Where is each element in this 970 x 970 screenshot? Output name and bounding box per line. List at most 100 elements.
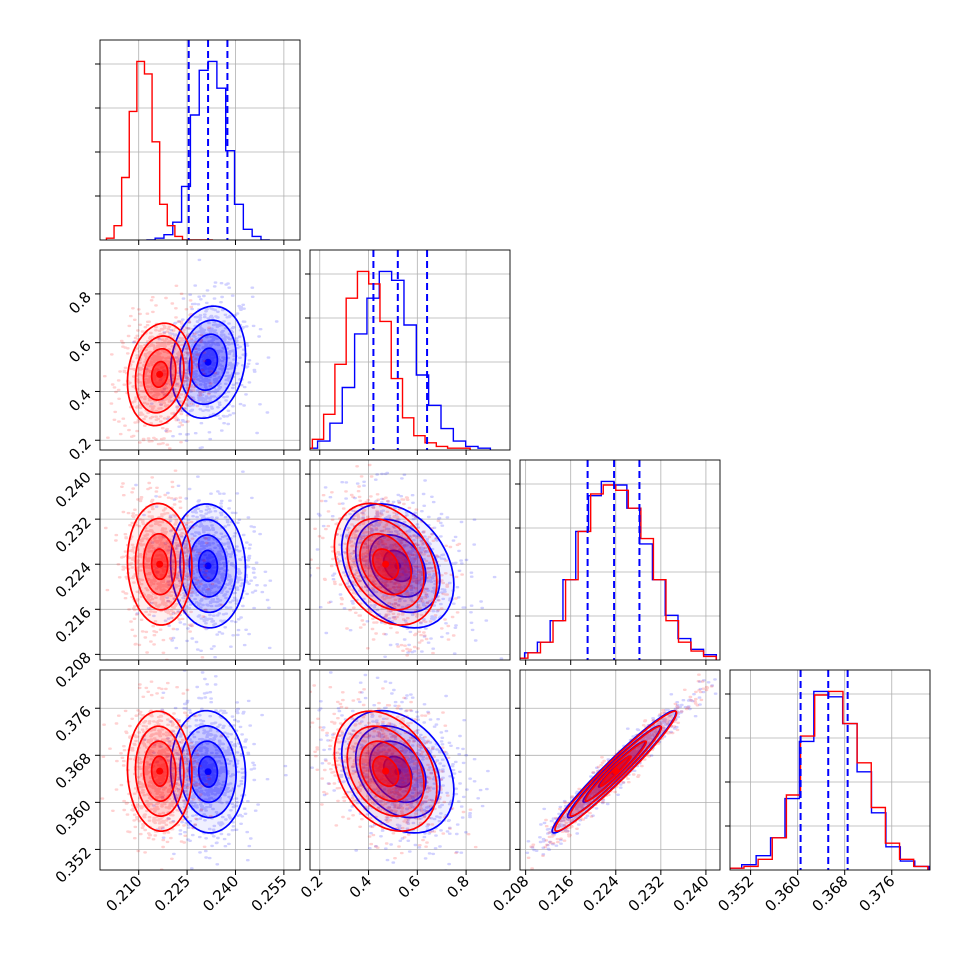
contour-line-1	[569, 725, 663, 817]
scatter-layer	[310, 463, 504, 660]
y-tick-label: 0.8	[65, 288, 95, 318]
contour-line-1	[150, 755, 169, 788]
panel-frame	[729, 669, 931, 871]
y-tick-label: 0.240	[52, 468, 95, 511]
y-tick-label: 0.2	[65, 434, 95, 464]
x-tick-label: 0.216	[534, 872, 577, 915]
contour-line-1	[359, 532, 413, 596]
panel-frame	[519, 459, 721, 661]
contour-line-1	[142, 532, 177, 596]
panel-frame	[309, 249, 511, 451]
y-tick-label: 0.376	[52, 702, 95, 745]
y-tick-label: 0.6	[65, 337, 95, 367]
x-tick-label: 0.225	[151, 872, 194, 915]
x-tick-label: 0.255	[248, 872, 291, 915]
x-tick-label: 0.8	[443, 872, 473, 902]
contour-line-1	[134, 517, 185, 611]
panel-2-2	[515, 459, 721, 665]
hist-series-0	[310, 270, 492, 450]
hist-layer	[105, 40, 270, 240]
panel-2-1	[305, 459, 511, 665]
panel-frame	[99, 459, 301, 661]
contour-line-0	[197, 347, 219, 378]
scatter-layer	[102, 258, 279, 450]
panel-3-2: 0.208 0.216 0.224 0.232 0.240	[489, 669, 721, 915]
x-tick-label: 0.6	[395, 872, 425, 902]
panel-3-3: 0.352 0.360 0.368 0.376	[714, 669, 931, 915]
y-tick-label: 0.224	[52, 558, 95, 601]
contour-line-1	[333, 710, 438, 833]
y-tick-label: 0.360	[52, 796, 95, 839]
center-marker-0	[204, 562, 212, 570]
center-marker-1	[156, 767, 164, 775]
scatter-layer	[520, 673, 718, 870]
panel-frame	[99, 39, 301, 241]
panel-frame	[309, 459, 511, 661]
panel-frame	[99, 249, 301, 451]
contour-line-0	[169, 305, 247, 420]
center-marker-0	[204, 358, 212, 366]
x-tick-label: 0.368	[808, 872, 851, 915]
x-tick-label: 0.232	[625, 872, 668, 915]
contour-line-1	[371, 755, 400, 788]
contour-line-1	[371, 548, 400, 581]
contour-line-1	[584, 740, 648, 802]
contour-line-1	[150, 360, 169, 389]
hist-layer	[520, 460, 718, 660]
center-marker-0	[204, 768, 212, 776]
y-tick-label: 0.4	[65, 386, 95, 416]
contour-line-0	[169, 709, 247, 834]
contour-line-0	[368, 534, 427, 598]
panels-layer: 0.20.40.60.80.2080.2160.2240.2320.2400.2…	[52, 39, 931, 915]
contour-line-1	[142, 740, 177, 802]
contour-line-0	[188, 333, 228, 392]
contour-line-0	[169, 503, 247, 629]
panel-frame	[99, 669, 301, 871]
y-tick-label: 0.352	[52, 844, 95, 887]
contour-line-0	[188, 534, 228, 598]
x-tick-label: 0.224	[580, 872, 623, 915]
panel-3-1: 0.2 0.4 0.6 0.8	[297, 669, 511, 902]
y-tick-label: 0.232	[52, 513, 95, 556]
hist-layer	[310, 250, 492, 450]
center-marker-1	[156, 370, 164, 378]
contour-line-1	[134, 335, 185, 414]
y-tick-label: 0.216	[52, 603, 95, 646]
contour-line-0	[340, 503, 455, 629]
center-marker-1	[156, 560, 164, 568]
contour-line-1	[554, 710, 678, 832]
contour-line-0	[179, 725, 237, 819]
panel-frame	[519, 669, 721, 871]
contour-line-0	[340, 709, 455, 834]
contour-line-1	[359, 740, 413, 803]
contour-line-0	[368, 740, 427, 804]
x-tick-label: 0.240	[199, 872, 242, 915]
x-tick-label: 0.360	[761, 872, 804, 915]
x-tick-label: 0.352	[714, 872, 757, 915]
scatter-layer	[100, 670, 288, 870]
contour-line-0	[188, 740, 228, 804]
scatter-layer	[310, 671, 490, 870]
hist-series-1	[520, 484, 717, 660]
center-marker-1	[382, 560, 390, 568]
panel-1-1	[305, 249, 511, 455]
hist-layer	[730, 670, 930, 870]
panel-1-0: 0.2 0.4 0.6 0.8	[65, 249, 301, 464]
contour-line-1	[346, 725, 425, 818]
x-tick-label: 0.240	[670, 872, 713, 915]
contour-line-0	[197, 549, 219, 583]
center-marker-1	[382, 767, 390, 775]
scatter-layer	[103, 469, 273, 660]
panel-frame	[309, 669, 511, 871]
hist-series-1	[105, 60, 213, 240]
contour-line-0	[179, 319, 237, 406]
x-tick-label: 0.4	[346, 872, 376, 902]
panel-0-0	[95, 39, 301, 245]
contour-line-1	[346, 517, 425, 611]
contour-line-1	[142, 347, 177, 401]
y-tick-label: 0.368	[52, 749, 95, 792]
contour-line-0	[197, 755, 219, 788]
